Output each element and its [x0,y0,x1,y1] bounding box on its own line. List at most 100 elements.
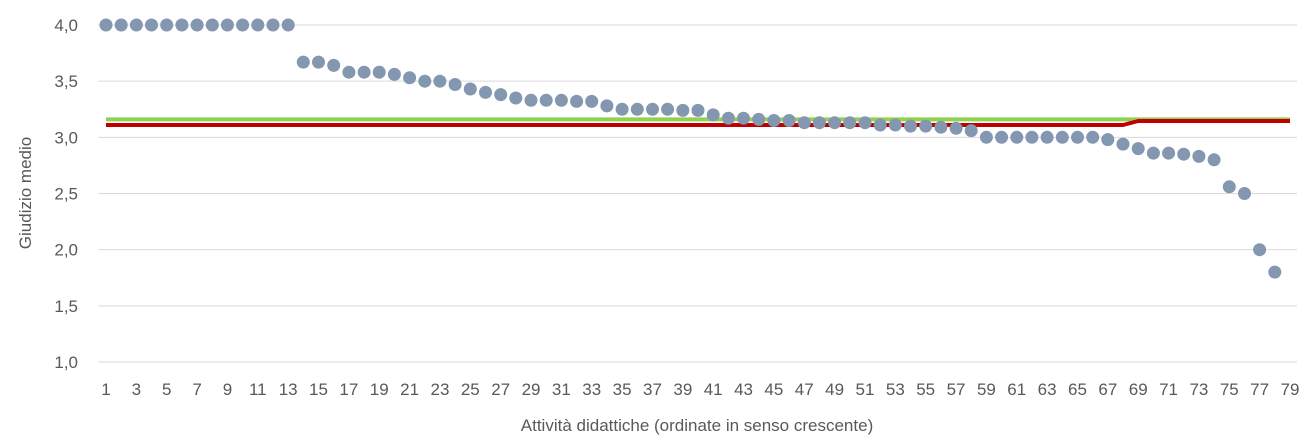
data-point [539,93,553,107]
x-tick-label: 43 [734,380,753,399]
data-point [949,121,963,135]
y-tick-label: 4,0 [54,16,78,35]
x-tick-label: 75 [1220,380,1239,399]
data-point [1040,130,1054,144]
data-point [782,114,796,127]
y-tick-label: 3,5 [54,72,78,91]
y-tick-label: 3,0 [54,128,78,147]
data-point [737,111,750,125]
x-tick-label: 53 [886,380,905,399]
x-tick-label: 69 [1129,380,1148,399]
data-point [190,18,204,32]
data-point [630,102,644,116]
data-point [175,18,189,32]
y-axis-label: Giudizio medio [16,137,35,249]
data-point [585,94,599,108]
y-axis-ticks: 1,0 1,5 2,0 2,5 3,0 3,5 4,0 [54,16,78,372]
data-point [1086,130,1100,144]
data-point [327,58,341,72]
data-point [964,124,978,138]
data-point [904,119,917,133]
x-tick-label: 39 [673,380,692,399]
data-point [524,93,538,107]
data-point [296,55,310,69]
data-point [145,18,158,32]
x-tick-label: 35 [613,380,632,399]
data-point [752,112,766,126]
reference-line-2 [106,119,1290,127]
data-point [1071,130,1084,144]
x-tick-label: 79 [1281,380,1300,399]
x-tick-label: 33 [582,380,601,399]
x-tick-label: 61 [1007,380,1026,399]
x-tick-label: 37 [643,380,662,399]
data-point [797,116,811,130]
x-tick-label: 73 [1189,380,1208,399]
x-tick-label: 15 [309,380,328,399]
data-point [828,116,842,130]
data-point [888,118,902,132]
x-tick-label: 13 [279,380,298,399]
x-tick-label: 9 [223,380,232,399]
data-point [1116,137,1130,151]
data-point [1162,146,1176,160]
data-point [403,71,417,85]
data-point [372,65,386,79]
x-tick-label: 67 [1098,380,1117,399]
data-point [767,114,781,127]
data-point [721,111,735,125]
data-point [1101,133,1115,147]
x-tick-label: 23 [430,380,449,399]
data-point [554,93,568,107]
y-tick-label: 2,0 [54,241,78,260]
data-point [995,130,1009,144]
data-point [858,116,872,130]
data-point [615,102,629,116]
data-point [934,120,948,134]
x-tick-label: 3 [132,380,141,399]
x-tick-label: 7 [192,380,201,399]
x-tick-label: 17 [339,380,358,399]
data-point [646,102,659,116]
data-point [676,103,690,117]
data-point [236,18,250,32]
data-point [979,130,993,144]
y-tick-label: 2,5 [54,185,78,204]
data-point [418,74,432,88]
data-point [1146,146,1160,160]
data-point [1177,147,1191,161]
data-point [220,18,234,32]
data-point [342,65,356,79]
data-point [160,18,174,32]
data-point [251,18,265,32]
data-point [463,82,477,96]
x-tick-label: 1 [101,380,110,399]
data-point [1253,243,1267,257]
data-point [509,91,523,105]
data-point [1222,180,1236,194]
y-tick-label: 1,0 [54,353,78,372]
x-tick-label: 25 [461,380,480,399]
x-tick-label: 27 [491,380,510,399]
data-point [494,88,508,102]
data-point [281,18,295,32]
x-tick-label: 47 [795,380,814,399]
x-tick-label: 55 [916,380,935,399]
x-tick-label: 41 [704,380,723,399]
data-point [1131,142,1145,156]
data-point [706,108,720,122]
x-tick-label: 31 [552,380,571,399]
data-point [1010,130,1024,144]
data-point [600,99,614,113]
data-point [205,18,219,32]
data-point [479,85,492,99]
data-point [873,118,887,132]
data-point [448,78,462,91]
x-tick-label: 49 [825,380,844,399]
reference-lines [106,117,1290,127]
data-point [129,18,143,32]
x-tick-label: 77 [1250,380,1269,399]
x-tick-label: 45 [764,380,783,399]
x-tick-label: 5 [162,380,171,399]
